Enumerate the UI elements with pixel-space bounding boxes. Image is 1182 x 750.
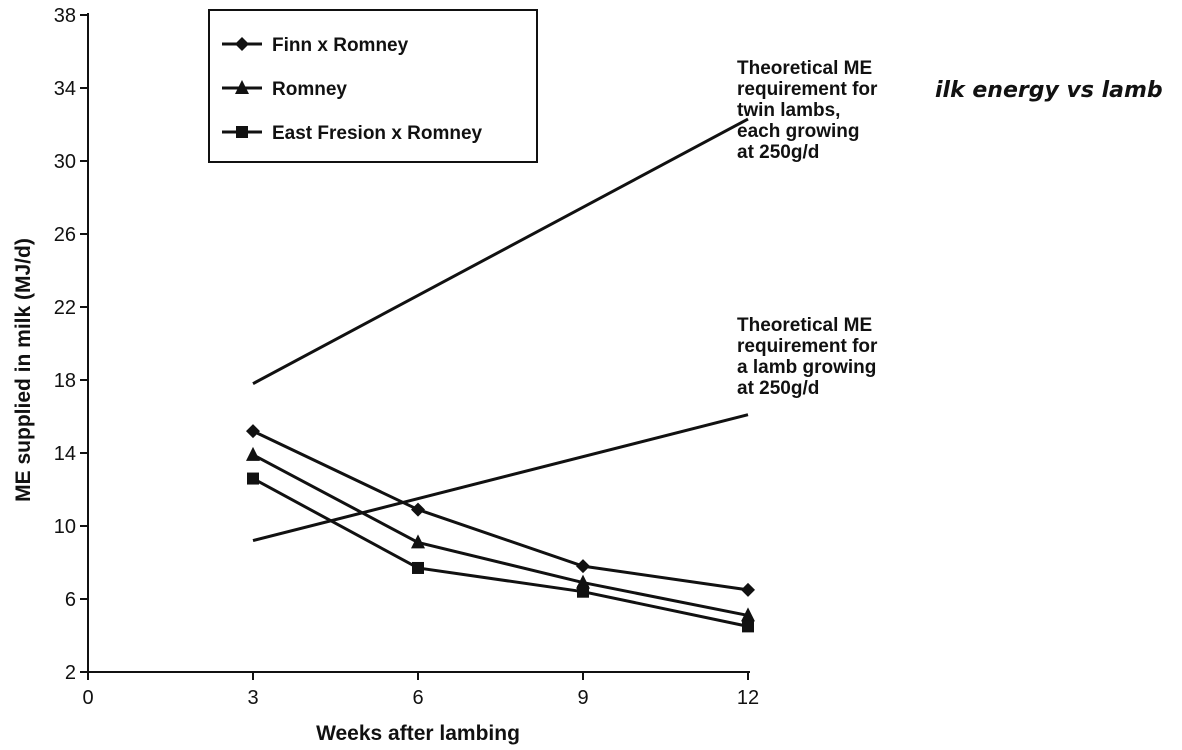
x-tick-label: 6 bbox=[412, 687, 423, 709]
annotation-line: at 250g/d bbox=[737, 142, 819, 163]
data-point-triangle bbox=[246, 446, 260, 461]
y-tick-label: 6 bbox=[65, 589, 76, 611]
y-tick-label: 34 bbox=[54, 78, 76, 100]
data-point-triangle bbox=[411, 534, 425, 549]
data-point-diamond bbox=[246, 424, 260, 439]
legend-label: Romney bbox=[272, 79, 347, 100]
legend-marker-triangle bbox=[235, 80, 249, 94]
data-point-diamond bbox=[741, 582, 755, 597]
requirement-line-single bbox=[252, 413, 749, 543]
legend-item: Romney bbox=[222, 79, 347, 100]
data-point-square bbox=[247, 472, 259, 485]
y-tick-label: 14 bbox=[54, 443, 76, 465]
data-point-triangle bbox=[576, 574, 590, 589]
series-0 bbox=[246, 424, 755, 597]
annotation-twin: Theoretical ME requirement for twin lambs,… bbox=[737, 58, 878, 163]
annotation-line: at 250g/d bbox=[737, 378, 819, 399]
series-2 bbox=[247, 472, 754, 633]
annotation-line: a lamb growing bbox=[737, 357, 876, 378]
legend-box bbox=[208, 9, 538, 163]
data-point-square bbox=[412, 561, 424, 574]
data-point-square bbox=[577, 585, 589, 598]
y-tick-label: 26 bbox=[54, 224, 76, 246]
data-point-diamond bbox=[576, 559, 590, 574]
y-tick-label: 30 bbox=[54, 151, 76, 173]
legend-label: Finn x Romney bbox=[272, 35, 409, 56]
y-tick-label: 10 bbox=[54, 516, 76, 538]
annotations: Theoretical ME requirement for twin lambs,… bbox=[737, 58, 878, 399]
requirement-line-twin bbox=[252, 117, 749, 385]
y-tick-label: 38 bbox=[54, 5, 76, 27]
x-tick-label: 0 bbox=[82, 687, 93, 709]
legend: Finn x Romney Romney East Fresion x Romney bbox=[208, 9, 538, 163]
y-tick-label: 2 bbox=[65, 662, 76, 684]
x-tick-label: 12 bbox=[737, 687, 759, 709]
annotation-line: Theoretical ME bbox=[737, 315, 872, 336]
legend-label: East Fresion x Romney bbox=[272, 123, 483, 144]
series-1 bbox=[246, 446, 755, 622]
y-axis-title: ME supplied in milk (MJ/d) bbox=[12, 238, 35, 502]
data-point-diamond bbox=[411, 502, 425, 517]
data-point-square bbox=[742, 620, 754, 633]
chart-title-partial: ilk energy vs lamb bbox=[935, 78, 1163, 103]
annotation-line: each growing bbox=[737, 121, 859, 142]
x-ticks: 0 3 6 9 12 bbox=[82, 672, 759, 709]
annotation-line: twin lambs, bbox=[737, 100, 840, 121]
legend-item: East Fresion x Romney bbox=[222, 123, 483, 144]
series-layer bbox=[246, 424, 755, 633]
data-point-triangle bbox=[741, 607, 755, 622]
legend-items: Finn x Romney Romney East Fresion x Romney bbox=[222, 35, 483, 144]
annotation-single: Theoretical ME requirement for a lamb grow… bbox=[737, 315, 878, 399]
y-tick-label: 18 bbox=[54, 370, 76, 392]
x-tick-label: 3 bbox=[247, 687, 258, 709]
legend-item: Finn x Romney bbox=[222, 35, 409, 56]
legend-marker-diamond bbox=[235, 37, 249, 51]
series-line bbox=[252, 477, 749, 628]
x-axis-title: Weeks after lambing bbox=[316, 722, 520, 745]
annotation-line: requirement for bbox=[737, 336, 878, 357]
y-tick-label: 22 bbox=[54, 297, 76, 319]
annotation-line: requirement for bbox=[737, 79, 878, 100]
series-line bbox=[252, 453, 749, 617]
series-line bbox=[252, 429, 749, 592]
legend-marker-square bbox=[236, 126, 248, 138]
x-tick-label: 9 bbox=[577, 687, 588, 709]
requirement-lines bbox=[252, 117, 749, 543]
annotation-line: Theoretical ME bbox=[737, 58, 872, 79]
